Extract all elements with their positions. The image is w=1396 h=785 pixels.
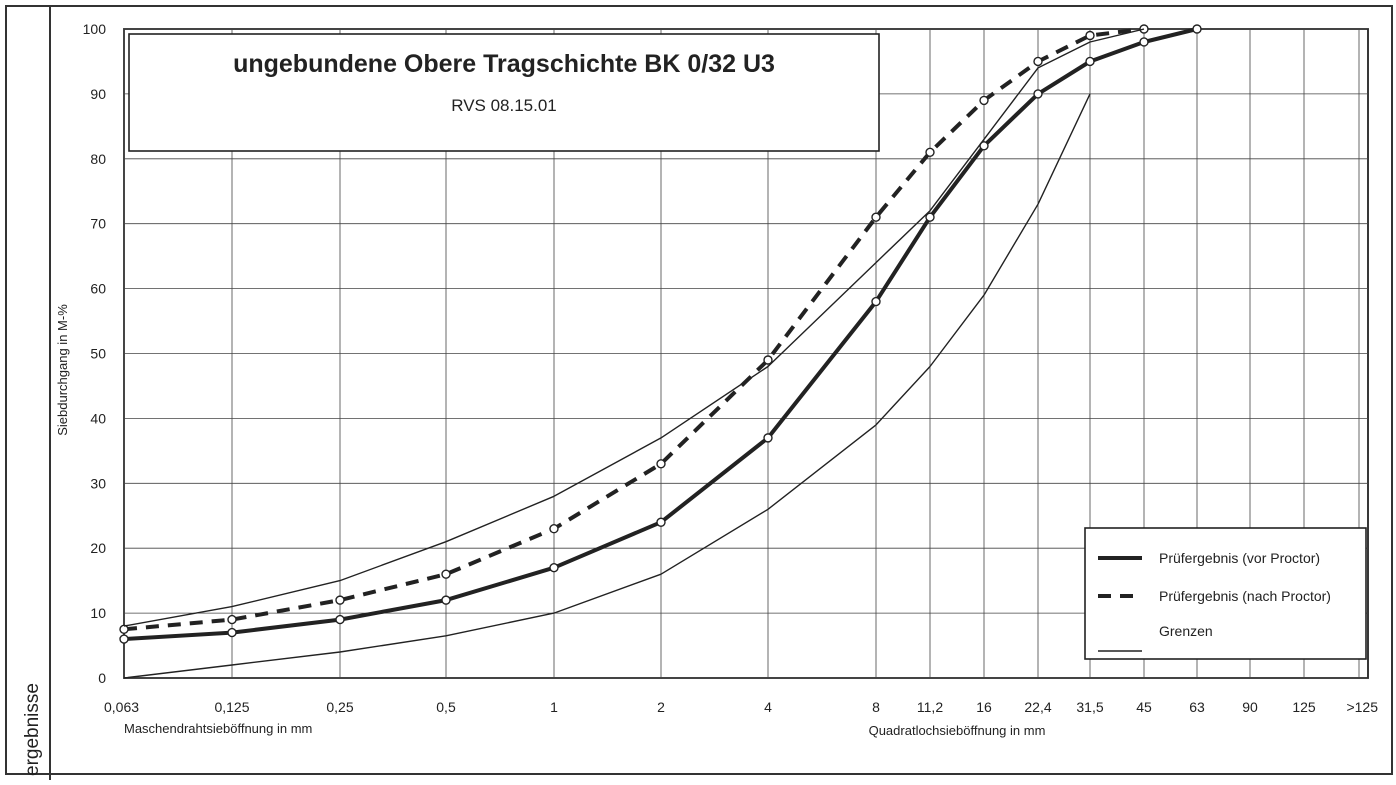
page-frame	[5, 5, 1393, 775]
series-1-point-11	[1085, 30, 1095, 41]
y-tick-label-4: 40	[90, 410, 106, 426]
y-tick-label-8: 80	[90, 151, 106, 167]
series-0-point-11	[1085, 56, 1095, 67]
series-line-0	[123, 27, 1198, 642]
series-1-point-8	[925, 147, 935, 158]
x-axis-label-right: Quadratlochsieböffnung in mm	[869, 723, 1046, 738]
x-tick-label-10: 22,4	[1024, 699, 1051, 715]
y-tick-label-10: 100	[83, 21, 107, 37]
x-axis-label-left: Maschendrahtsieböffnung in mm	[124, 721, 312, 736]
series-1-point-10	[1033, 56, 1043, 67]
x-tick-label-3: 0,5	[436, 699, 456, 715]
x-tick-label-13: 63	[1189, 699, 1205, 715]
series-0-point-8	[925, 212, 935, 222]
series-1-point-3	[441, 569, 451, 579]
series-0-point-4	[549, 562, 559, 573]
y-tick-label-0: 0	[98, 670, 106, 686]
chart-title: ungebundene Obere Tragschichte BK 0/32 U…	[233, 50, 775, 78]
series-1-point-4	[549, 524, 559, 534]
x-tick-label-4: 1	[550, 699, 558, 715]
y-tick-label-7: 70	[90, 216, 106, 232]
series-line-3	[123, 93, 1091, 679]
y-axis-label: Siebdurchgang in M-%	[55, 304, 70, 436]
title-box	[128, 33, 880, 152]
series-1-point-6	[763, 355, 773, 365]
series-0-point-0	[119, 634, 129, 644]
x-tick-label-7: 8	[872, 699, 880, 715]
legend-box	[1084, 527, 1367, 660]
series-1-point-7	[871, 212, 881, 222]
x-tick-label-15: 125	[1292, 699, 1316, 715]
x-tick-label-16: >125	[1346, 699, 1378, 715]
x-axis-ticks: 0,063 0,125 0,25 0,5 1 2 4 8 11,2 16 22,4 31,5 45 63 9…	[104, 699, 1378, 715]
series-0-point-9	[979, 141, 989, 151]
series-0-point-10	[1033, 89, 1043, 99]
y-axis-ticks: 0 10 20 30 40 50 60 70 80 90 100	[83, 21, 107, 686]
x-tick-label-11: 31,5	[1076, 699, 1103, 715]
x-tick-label-12: 45	[1136, 699, 1152, 715]
series-line-2	[123, 28, 1145, 627]
series-0-point-1	[227, 627, 237, 638]
legend-label-grenzen: Grenzen	[1159, 623, 1213, 639]
series-1-point-5	[656, 459, 666, 469]
x-tick-label-6: 4	[764, 699, 772, 715]
series-1-point-2	[335, 595, 345, 605]
x-tick-label-5: 2	[657, 699, 665, 715]
y-tick-label-6: 60	[90, 281, 106, 297]
series-0-point-13	[1192, 24, 1202, 34]
series-1-point-1	[227, 614, 237, 625]
legend-label-nach-proctor: Prüfergebnis (nach Proctor)	[1159, 588, 1331, 604]
y-tick-label-5: 50	[90, 346, 106, 362]
grid	[123, 28, 1368, 679]
series-layer	[119, 24, 1202, 679]
series-0-point-5	[656, 517, 666, 527]
series-0-point-3	[441, 595, 451, 605]
series-0-point-7	[871, 296, 881, 307]
y-tick-label-9: 90	[90, 86, 106, 102]
chart-subtitle: RVS 08.15.01	[451, 96, 557, 115]
legend-label-vor-proctor: Prüfergebnis (vor Proctor)	[1159, 550, 1320, 566]
x-tick-label-2: 0,25	[326, 699, 353, 715]
series-1-point-0	[119, 624, 129, 635]
series-0-point-6	[763, 433, 773, 443]
legend: Prüfergebnis (vor Proctor) Prüfergebnis …	[1084, 527, 1367, 660]
y-tick-label-3: 30	[90, 475, 106, 491]
x-tick-label-9: 16	[976, 699, 992, 715]
series-1-point-9	[979, 95, 989, 106]
series-0-point-12	[1139, 37, 1149, 47]
y-tick-label-1: 10	[90, 605, 106, 621]
x-tick-label-0: 0,063	[104, 699, 139, 715]
side-label: ergebnisse	[22, 683, 43, 776]
series-0-point-2	[335, 614, 345, 625]
x-tick-label-14: 90	[1242, 699, 1258, 715]
x-tick-label-1: 0,125	[214, 699, 249, 715]
y-tick-label-2: 20	[90, 540, 106, 556]
x-tick-label-8: 11,2	[917, 699, 943, 715]
